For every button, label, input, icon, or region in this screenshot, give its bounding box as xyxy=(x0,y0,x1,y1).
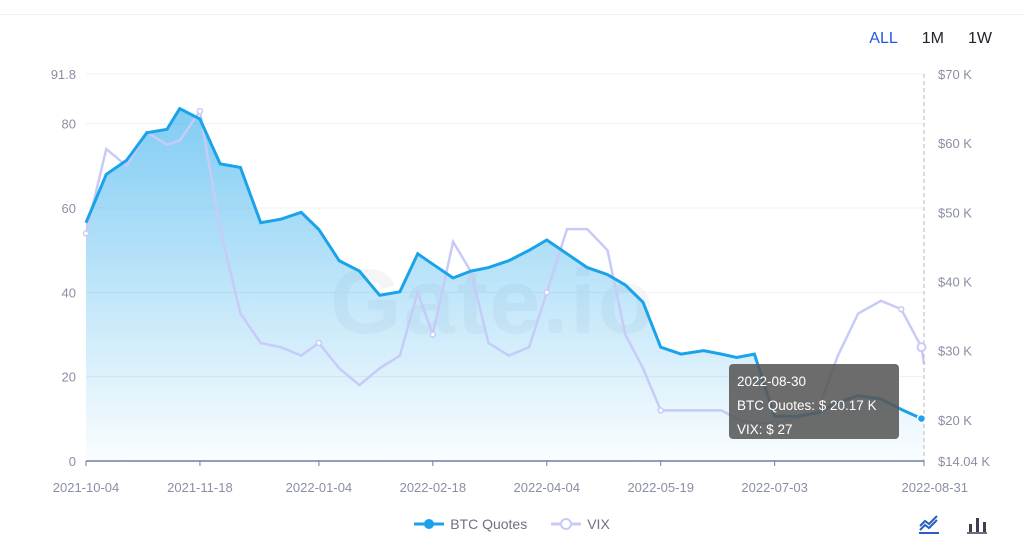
range-tabs: ALL 1M 1W xyxy=(857,28,1004,50)
vix-point xyxy=(657,407,664,414)
tooltip-date: 2022-08-30 xyxy=(737,374,807,389)
x-tick-label: 2022-08-31 xyxy=(902,480,969,495)
hover-tooltip: 2022-08-30 BTC Quotes: $ 20.17 K VIX: $ … xyxy=(729,364,899,439)
left-tick-label: 0 xyxy=(69,454,76,469)
range-tab-all[interactable]: ALL xyxy=(869,30,898,47)
x-tick-label: 2022-05-19 xyxy=(627,480,694,495)
x-axis-ticks: 2021-10-04 2021-11-18 2022-01-04 2022-02-18… xyxy=(53,461,968,495)
btc-point-hover xyxy=(916,413,927,424)
right-tick-label: $60 K xyxy=(938,136,972,151)
x-tick-label: 2021-10-04 xyxy=(53,480,120,495)
tooltip-btc: BTC Quotes: $ 20.17 K xyxy=(737,398,877,413)
legend-item-vix[interactable]: VIX xyxy=(551,516,610,532)
vix-point-hover xyxy=(916,342,927,353)
legend-swatch-vix-icon xyxy=(551,518,582,530)
right-tick-label: $30 K xyxy=(938,344,972,359)
x-tick-label: 2021-11-18 xyxy=(167,480,233,495)
vix-point xyxy=(429,331,437,338)
legend-label-vix: VIX xyxy=(587,516,610,532)
x-tick-label: 2022-07-03 xyxy=(741,480,808,495)
chart-type-tools xyxy=(918,512,988,534)
range-tab-1w[interactable]: 1W xyxy=(968,30,992,47)
btc-area xyxy=(86,108,924,461)
x-tick-label: 2022-01-04 xyxy=(286,480,353,495)
x-tick-label: 2022-04-04 xyxy=(514,480,581,495)
left-tick-label: 40 xyxy=(62,285,76,300)
vix-point xyxy=(315,339,323,347)
tooltip-vix: VIX: $ 27 xyxy=(737,422,793,437)
vix-point xyxy=(196,107,204,115)
vix-point xyxy=(82,230,90,237)
line-chart-icon[interactable] xyxy=(918,512,940,534)
x-tick-label: 2022-02-18 xyxy=(400,480,467,495)
bar-chart-icon[interactable] xyxy=(966,512,988,534)
range-tab-1m[interactable]: 1M xyxy=(921,30,944,47)
left-axis-ticks: 0 20 40 60 80 91.8 xyxy=(51,67,76,469)
right-axis-ticks: $14.04 K $20 K $30 K $40 K $50 K $60 K $70 K xyxy=(938,67,990,469)
right-tick-label: $50 K xyxy=(938,205,972,220)
left-tick-label: 20 xyxy=(62,370,76,385)
vix-point xyxy=(897,305,905,313)
right-tick-label: $20 K xyxy=(938,413,972,428)
left-tick-label: 91.8 xyxy=(51,67,76,82)
left-tick-label: 60 xyxy=(62,201,76,216)
right-tick-label: $40 K xyxy=(938,274,972,289)
right-tick-label: $70 K xyxy=(938,67,972,82)
legend-swatch-btc-icon xyxy=(414,519,445,529)
legend: BTC Quotes VIX xyxy=(0,516,1024,532)
left-tick-label: 80 xyxy=(62,117,76,132)
legend-label-btc: BTC Quotes xyxy=(450,516,528,532)
vix-point xyxy=(543,289,551,296)
legend-item-btc[interactable]: BTC Quotes xyxy=(414,516,527,532)
top-divider xyxy=(0,14,1024,15)
right-tick-label: $14.04 K xyxy=(938,454,990,469)
